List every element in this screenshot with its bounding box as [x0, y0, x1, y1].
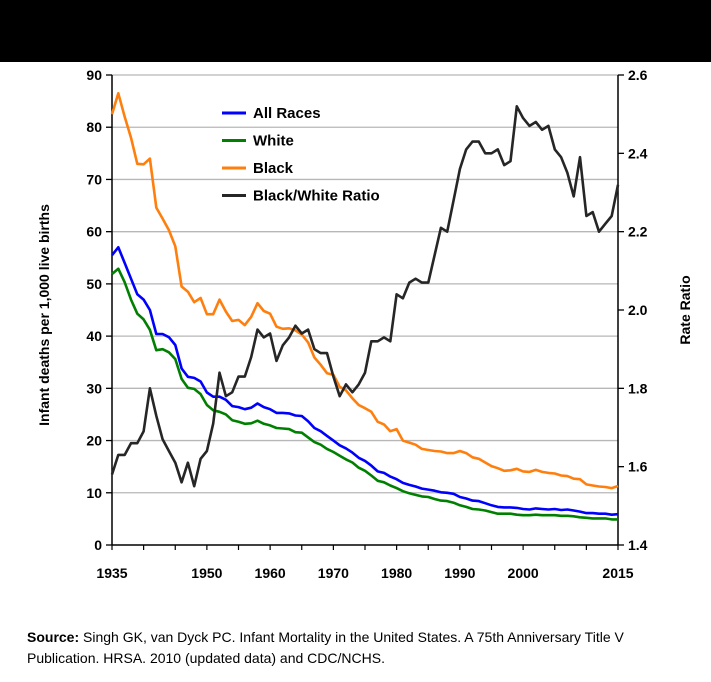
legend-label: White [253, 133, 294, 150]
series-line-black-white-ratio [110, 105, 620, 488]
x-tick-label: 1960 [255, 565, 286, 581]
y-tick-label: 50 [86, 276, 102, 292]
y2-tick-label: 2.0 [628, 302, 648, 318]
y-tick-label: 0 [94, 537, 102, 553]
y-axis-title: Infant deaths per 1,000 live births [36, 204, 52, 426]
x-tick-label: 2015 [602, 565, 633, 581]
legend-label: All Races [253, 105, 321, 122]
source-label: Source: [27, 629, 80, 645]
y2-tick-label: 2.4 [628, 145, 648, 161]
x-tick-label: 1990 [444, 565, 475, 581]
y2-tick-label: 2.2 [628, 224, 648, 240]
series-line-all-races [110, 246, 619, 516]
top-black-band [0, 0, 711, 62]
y-tick-label: 90 [86, 67, 102, 83]
source-text: Singh GK, van Dyck PC. Infant Mortality … [27, 629, 624, 666]
y2-axis-title: Rate Ratio [677, 275, 693, 344]
x-tick-label: 1935 [96, 565, 127, 581]
y-tick-label: 10 [86, 485, 102, 501]
x-tick-label: 1970 [318, 565, 349, 581]
series-line-white [111, 267, 618, 521]
legend-label: Black/White Ratio [253, 188, 380, 205]
source-note: Source: Singh GK, van Dyck PC. Infant Mo… [27, 627, 687, 669]
x-tick-label: 1950 [191, 565, 222, 581]
series-line-black [110, 92, 619, 490]
y-tick-label: 40 [86, 328, 102, 344]
infant-mortality-line-chart: 0 10 20 30 40 50 60 70 80 90 1.4 1.6 1.8 2.0 2.2 2.4 2.6… [36, 67, 693, 581]
x-tick-label: 2000 [508, 565, 539, 581]
legend-label: Black [253, 160, 294, 177]
y-tick-label: 70 [86, 171, 102, 187]
y2-tick-label: 1.8 [628, 380, 648, 396]
y2-tick-label: 1.4 [628, 537, 648, 553]
y2-tick-label: 1.6 [628, 459, 648, 475]
y-tick-label: 20 [86, 433, 102, 449]
x-tick-label: 1980 [381, 565, 412, 581]
y-tick-label: 80 [86, 119, 102, 135]
y-tick-label: 60 [86, 224, 102, 240]
y-tick-label: 30 [86, 380, 102, 396]
y2-tick-label: 2.6 [628, 67, 648, 83]
